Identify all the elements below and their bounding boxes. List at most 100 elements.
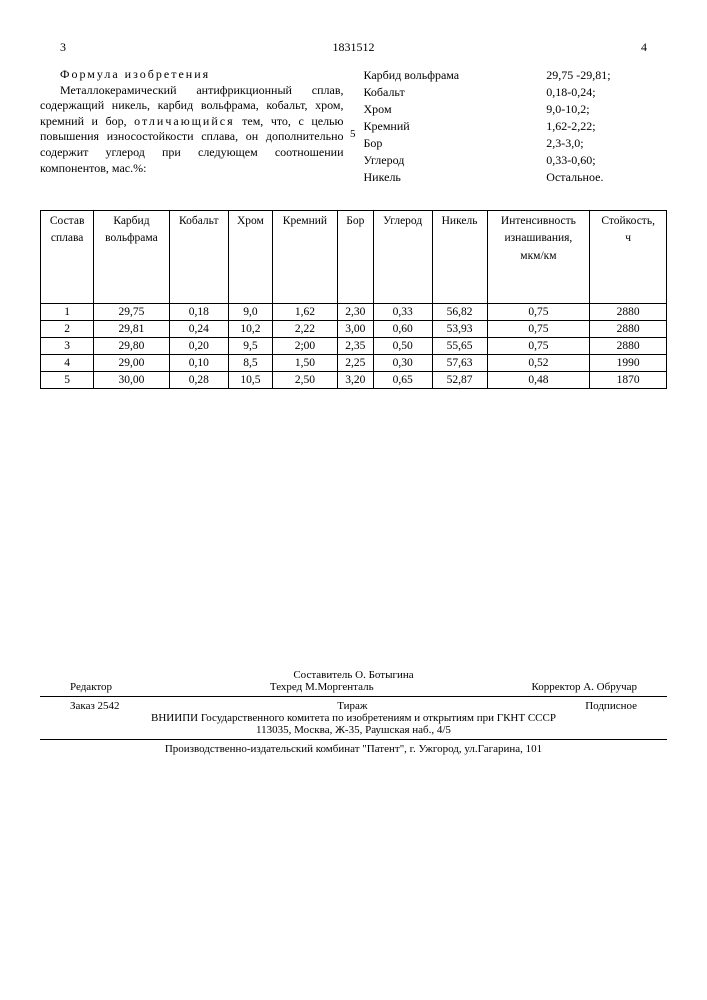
alloy-composition-table: СоставсплаваКарбидвольфрамаКобальтХромКр…: [40, 210, 667, 389]
table-header-cell: Никель: [432, 211, 487, 304]
component-list: Карбид вольфрама29,75 -29,81;Кобальт0,18…: [364, 67, 668, 186]
component-value: 0,33-0,60;: [516, 152, 667, 169]
org-address: 113035, Москва, Ж-35, Раушская наб., 4/5: [40, 724, 667, 736]
table-cell: 2;00: [272, 338, 337, 355]
table-cell: 0,75: [487, 338, 590, 355]
claim-emphasis: отличающийся: [134, 114, 234, 128]
compiler-line: Составитель О. Ботыгина: [40, 669, 667, 681]
table-cell: 10,2: [228, 321, 272, 338]
component-value: 2,3-3,0;: [516, 135, 667, 152]
table-cell: 3,20: [338, 372, 374, 389]
component-row: Бор2,3-3,0;: [364, 135, 668, 152]
table-cell: 29,81: [94, 321, 169, 338]
table-cell: 3,00: [338, 321, 374, 338]
table-cell: 0,60: [373, 321, 432, 338]
table-cell: 1870: [590, 372, 667, 389]
component-value: Остальное.: [516, 169, 667, 186]
table-row: 429,000,108,51,502,250,3057,630,521990: [41, 355, 667, 372]
table-cell: 4: [41, 355, 94, 372]
table-cell: 2,25: [338, 355, 374, 372]
table-row: 229,810,2410,22,223,000,6053,930,752880: [41, 321, 667, 338]
table-header-cell: Составсплава: [41, 211, 94, 304]
table-header-cell: Хром: [228, 211, 272, 304]
component-value: 1,62-2,22;: [516, 118, 667, 135]
component-name: Хром: [364, 101, 517, 118]
component-name: Кобальт: [364, 84, 517, 101]
table-cell: 52,87: [432, 372, 487, 389]
component-row: Карбид вольфрама29,75 -29,81;: [364, 67, 668, 84]
component-name: Карбид вольфрама: [364, 67, 517, 84]
component-value: 29,75 -29,81;: [516, 67, 667, 84]
page-header: 3 1831512 4: [40, 40, 667, 55]
table-cell: 0,24: [169, 321, 228, 338]
tech-editor: Техред М.Моргенталь: [270, 681, 374, 693]
table-cell: 2: [41, 321, 94, 338]
table-cell: 8,5: [228, 355, 272, 372]
table-header-cell: Стойкость,ч: [590, 211, 667, 304]
component-row: Хром9,0-10,2;: [364, 101, 668, 118]
component-row: Кобальт0,18-0,24;: [364, 84, 668, 101]
two-column-body: Формула изобретения Металлокерамический …: [40, 67, 667, 186]
table-row: 129,750,189,01,622,300,3356,820,752880: [41, 304, 667, 321]
printer-line: Производственно-издательский комбинат "П…: [40, 743, 667, 755]
table-cell: 0,20: [169, 338, 228, 355]
component-name: Бор: [364, 135, 517, 152]
left-column: Формула изобретения Металлокерамический …: [40, 67, 344, 186]
circulation: Тираж: [337, 700, 367, 712]
right-column: Карбид вольфрама29,75 -29,81;Кобальт0,18…: [364, 67, 668, 186]
table-header-cell: Бор: [338, 211, 374, 304]
table-cell: 0,48: [487, 372, 590, 389]
table-cell: 2880: [590, 321, 667, 338]
table-cell: 5: [41, 372, 94, 389]
credits-row: Редактор Техред М.Моргенталь Корректор А…: [40, 681, 667, 693]
table-header-cell: Карбидвольфрама: [94, 211, 169, 304]
table-header-row: СоставсплаваКарбидвольфрамаКобальтХромКр…: [41, 211, 667, 304]
component-value: 9,0-10,2;: [516, 101, 667, 118]
table-cell: 0,33: [373, 304, 432, 321]
table-cell: 2,50: [272, 372, 337, 389]
table-cell: 30,00: [94, 372, 169, 389]
table-cell: 57,63: [432, 355, 487, 372]
component-value: 0,18-0,24;: [516, 84, 667, 101]
component-name: Никель: [364, 169, 517, 186]
table-cell: 55,65: [432, 338, 487, 355]
page-num-right: 4: [641, 40, 647, 55]
table-cell: 1,50: [272, 355, 337, 372]
table-cell: 0,30: [373, 355, 432, 372]
doc-number: 1831512: [333, 40, 375, 55]
table-header-cell: Интенсивностьизнашивания,мкм/км: [487, 211, 590, 304]
table-cell: 0,10: [169, 355, 228, 372]
editor-label: Редактор: [70, 681, 112, 693]
component-row: НикельОстальное.: [364, 169, 668, 186]
claim-text: Металлокерамический антифрикционный спла…: [40, 83, 344, 177]
table-cell: 1990: [590, 355, 667, 372]
table-cell: 9,0: [228, 304, 272, 321]
table-cell: 29,75: [94, 304, 169, 321]
table-row: 329,800,209,52;002,350,5055,650,752880: [41, 338, 667, 355]
component-row: Кремний1,62-2,22;: [364, 118, 668, 135]
table-cell: 29,00: [94, 355, 169, 372]
table-header-cell: Кремний: [272, 211, 337, 304]
table-cell: 2880: [590, 338, 667, 355]
table-header-cell: Углерод: [373, 211, 432, 304]
subscription: Подписное: [585, 700, 637, 712]
table-cell: 2,35: [338, 338, 374, 355]
table-cell: 0,75: [487, 304, 590, 321]
table-cell: 0,52: [487, 355, 590, 372]
publication-row: Заказ 2542 Тираж Подписное: [40, 700, 667, 712]
table-cell: 9,5: [228, 338, 272, 355]
formula-title: Формула изобретения: [40, 67, 344, 83]
component-row: Углерод0,33-0,60;: [364, 152, 668, 169]
table-cell: 2880: [590, 304, 667, 321]
table-cell: 0,75: [487, 321, 590, 338]
component-name: Кремний: [364, 118, 517, 135]
order-number: Заказ 2542: [70, 700, 120, 712]
footer-block: Составитель О. Ботыгина Редактор Техред …: [40, 669, 667, 755]
divider: [40, 739, 667, 740]
table-cell: 2,30: [338, 304, 374, 321]
divider: [40, 696, 667, 697]
table-cell: 10,5: [228, 372, 272, 389]
table-cell: 2,22: [272, 321, 337, 338]
table-cell: 0,65: [373, 372, 432, 389]
page-num-left: 3: [60, 40, 66, 55]
